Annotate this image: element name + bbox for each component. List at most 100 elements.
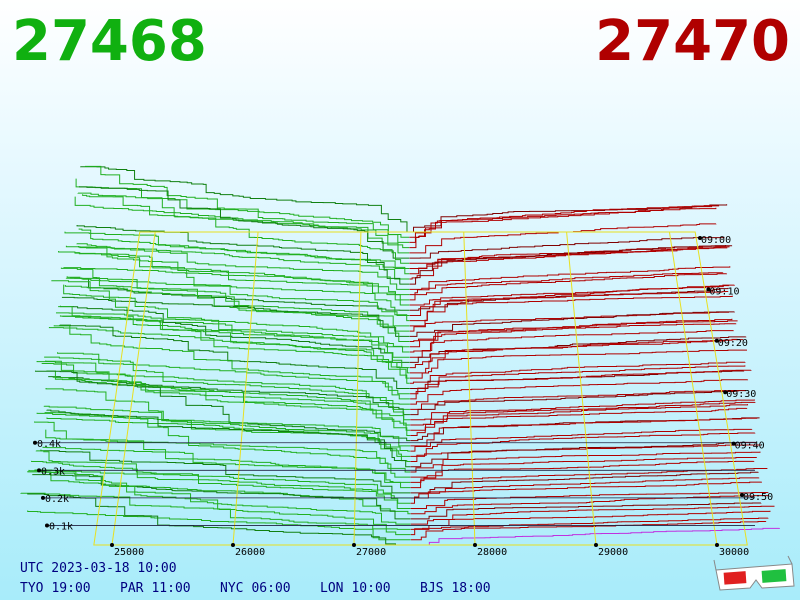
ask-depth-line — [410, 365, 746, 400]
bid-depth-line — [79, 186, 410, 259]
depth-tick-label: 0.4k — [37, 439, 61, 450]
timestamp: UTC 2023-03-18 10:00 — [20, 561, 177, 576]
bid-depth-line — [27, 510, 411, 541]
bid-depth-line — [62, 315, 410, 374]
bid-depth-line — [35, 450, 411, 509]
time-tick — [706, 287, 711, 292]
clock-city: LON — [320, 581, 343, 596]
ask-depth-line — [409, 205, 716, 249]
time-tick-label: 09:30 — [726, 389, 756, 400]
bid-depth-line — [40, 449, 411, 494]
ask-depth-line — [409, 272, 724, 290]
bid-depth-line — [20, 492, 411, 536]
bid-depth-line — [65, 245, 410, 296]
bid-depth-line — [44, 356, 410, 405]
ask-depth-line — [409, 245, 733, 285]
ask-depth-line — [410, 451, 761, 473]
ask-depth-line — [410, 481, 762, 504]
bid-depth-line — [63, 267, 410, 306]
ask-depth-line — [410, 441, 756, 468]
clock: NYC 06:00 — [220, 581, 291, 596]
clock-time: 19:00 — [51, 581, 90, 596]
bid-depth-line — [61, 296, 410, 337]
clock-time: 10:00 — [351, 581, 390, 596]
ask-depth-line — [410, 389, 747, 410]
ask-depth-line — [410, 401, 756, 426]
bid-depth-line — [80, 166, 410, 233]
floor-frame — [93, 231, 748, 546]
ask-depth-line — [410, 477, 760, 499]
ask-depth-line — [410, 369, 752, 395]
bid-depth-line — [66, 276, 410, 332]
ask-depth-line — [410, 404, 749, 431]
bid-depth-line — [64, 285, 410, 327]
time-tick-label: 09:00 — [701, 235, 731, 246]
bid-depth-line — [75, 178, 410, 238]
price-tick-label: 29000 — [598, 547, 628, 558]
ask-depth-line — [410, 399, 755, 421]
ask-depth-line — [410, 494, 770, 515]
time-tick — [698, 236, 702, 240]
ask-depth-line — [409, 311, 735, 337]
ask-depth-line — [410, 510, 771, 530]
bid-depth-line — [34, 370, 411, 442]
clock-city: BJS — [420, 581, 443, 596]
time-tick-label: 09:50 — [743, 492, 773, 503]
bid-depth-line — [46, 409, 411, 468]
time-tick — [714, 338, 719, 343]
bid-depth-line — [74, 252, 410, 301]
ask-depth-line — [409, 291, 729, 327]
ask-depth-line — [410, 502, 762, 520]
bid-depth-line — [82, 194, 410, 254]
bid-depth-line — [64, 231, 410, 275]
ask-price: 27470 — [595, 9, 790, 74]
clock-city: NYC — [220, 581, 243, 596]
bid-depth-line — [45, 429, 411, 473]
bid-depth-line — [65, 277, 410, 316]
price-tick — [715, 543, 719, 547]
clock-time: 11:00 — [151, 581, 190, 596]
price-tick — [231, 543, 235, 547]
depth-tick-label: 0.2k — [45, 494, 69, 505]
ask-depth-line — [410, 491, 769, 509]
bid-depth-line — [77, 246, 410, 280]
ask-depth-line — [409, 246, 722, 280]
time-tick — [731, 441, 736, 446]
price-tick-label: 26000 — [235, 547, 265, 558]
depth-tick — [41, 495, 45, 500]
price-tick-label: 27000 — [356, 547, 386, 558]
price-tick — [110, 543, 114, 547]
ask-depth-line — [410, 460, 755, 478]
price-grid-line — [668, 231, 718, 546]
bid-depth-line — [34, 469, 411, 525]
time-tick — [723, 390, 728, 395]
bid-depth-line — [59, 305, 410, 363]
depth-tick — [37, 468, 41, 473]
bid-depth-line — [52, 376, 410, 421]
bid-depth-line — [78, 228, 410, 270]
clock: PAR 11:00 — [120, 581, 191, 596]
bid-depth-line — [27, 471, 411, 530]
3d-glasses-icon[interactable] — [713, 555, 795, 591]
ask-depth-line — [409, 338, 738, 374]
clock: BJS 18:00 — [420, 581, 491, 596]
depth-tick-label: 0.1k — [49, 521, 73, 532]
bid-depth-line — [43, 405, 411, 457]
time-tick-label: 09:10 — [709, 286, 739, 297]
ask-depth-line — [410, 456, 757, 489]
bid-depth-line — [46, 417, 411, 452]
bid-depth-line — [63, 284, 410, 348]
clocks: TYO 19:00 PAR 11:00 NYC 06:00 LON 10:00 BJS 18:00 — [20, 581, 491, 596]
bid-depth-line — [59, 324, 410, 389]
ask-depth-line — [409, 339, 744, 369]
price-grid-line — [353, 231, 362, 546]
ask-depth-line — [409, 236, 725, 259]
price-grid-line — [463, 231, 476, 546]
bid-depth-line — [48, 327, 410, 384]
ask-depth-line — [410, 379, 749, 405]
bid-depth-line — [53, 325, 410, 400]
clock-city: PAR — [120, 581, 144, 596]
ask-depth-line — [410, 349, 748, 379]
